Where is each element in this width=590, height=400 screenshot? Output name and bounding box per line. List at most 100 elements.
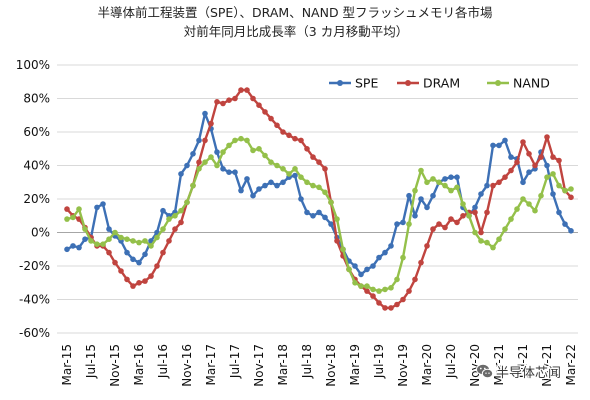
legend-swatch-marker: [337, 80, 343, 86]
dram-point: [454, 219, 460, 226]
spe-point: [304, 209, 310, 216]
dram-point: [430, 226, 436, 232]
nand-point: [556, 182, 562, 189]
series-spe: [64, 110, 574, 278]
dram-point: [214, 99, 220, 105]
nand-point: [238, 135, 244, 142]
legend-label: DRAM: [423, 76, 460, 91]
x-tick-label: Nov-20: [468, 344, 482, 387]
legend: SPE DRAM NAND: [329, 76, 550, 91]
nand-point: [142, 238, 148, 244]
nand-point: [442, 182, 448, 189]
spe-point: [70, 243, 76, 249]
spe-point: [274, 182, 280, 189]
dram-point: [256, 102, 262, 108]
spe-point: [232, 169, 238, 175]
spe-point: [124, 249, 130, 256]
dram-point: [550, 154, 556, 160]
dram-point: [268, 115, 274, 122]
nand-point: [382, 286, 388, 293]
spe-point: [394, 221, 400, 227]
nand-point: [430, 176, 436, 182]
watermark: 半导体芯闻: [476, 363, 562, 382]
dram-point: [136, 280, 142, 286]
nand-point: [184, 199, 190, 206]
spe-point: [430, 192, 436, 199]
spe-point: [226, 169, 232, 175]
dram-point: [490, 182, 496, 189]
spe-point: [358, 271, 364, 278]
nand-point: [214, 162, 220, 169]
spe-point: [328, 221, 334, 227]
dram-point: [478, 229, 484, 236]
spe-point: [424, 204, 430, 211]
dram-point: [112, 259, 118, 266]
nand-point: [502, 226, 508, 232]
dram-point: [460, 213, 466, 219]
nand-point: [562, 187, 568, 194]
nand-point: [148, 243, 154, 249]
y-tick-label: -20%: [19, 259, 50, 273]
spe-point: [478, 191, 484, 197]
nand-point: [322, 189, 328, 196]
spe-point: [418, 196, 424, 202]
nand-point: [436, 179, 442, 186]
nand-point: [394, 276, 400, 283]
dram-point: [178, 219, 184, 226]
nand-point: [310, 182, 316, 189]
dram-point: [238, 87, 244, 93]
legend-item-dram: DRAM: [397, 76, 460, 91]
spe-point: [82, 236, 88, 242]
dram-point: [406, 288, 412, 294]
dram-point: [250, 95, 256, 102]
spe-point: [490, 142, 496, 149]
x-tick-label: Jul-21: [516, 344, 530, 379]
watermark-text: 半导体芯闻: [496, 366, 561, 381]
nand-point: [316, 184, 322, 191]
legend-label: SPE: [355, 76, 378, 91]
nand-point: [418, 167, 424, 174]
nand-point: [88, 238, 94, 244]
spe-point: [508, 154, 514, 160]
spe-point: [196, 137, 202, 144]
nand-point: [274, 162, 280, 169]
spe-point: [178, 171, 184, 177]
dram-point: [424, 243, 430, 249]
nand-point: [166, 216, 172, 222]
x-tick-label: Nov-18: [324, 344, 338, 387]
dram-point: [376, 300, 382, 306]
spe-point: [106, 226, 112, 232]
spe-point: [448, 174, 454, 180]
dram-point: [274, 122, 280, 129]
spe-point: [568, 228, 574, 234]
nand-point: [82, 226, 88, 232]
x-tick-label: Mar-20: [420, 344, 434, 385]
nand-point: [460, 201, 466, 207]
dram-point: [382, 305, 388, 311]
dram-point: [148, 273, 154, 279]
spe-point: [484, 182, 490, 189]
x-tick-label: Nov-16: [180, 344, 194, 387]
y-tick-label: 100%: [16, 58, 50, 72]
nand-point: [370, 286, 376, 293]
dram-point: [196, 159, 202, 165]
spe-point: [550, 191, 556, 197]
dram-point: [322, 166, 328, 172]
nand-point: [346, 266, 352, 273]
dram-point: [286, 132, 292, 139]
spe-point: [370, 263, 376, 269]
spe-point: [454, 174, 460, 180]
spe-point: [136, 259, 142, 266]
dram-point: [232, 95, 238, 102]
spe-point: [262, 182, 268, 189]
nand-point: [178, 207, 184, 214]
dram-point: [556, 157, 562, 164]
spe-point: [298, 196, 304, 202]
y-tick-label: 20%: [23, 192, 50, 206]
dram-point: [154, 263, 160, 269]
legend-item-spe: SPE: [329, 76, 378, 91]
nand-point: [538, 192, 544, 199]
dram-point: [520, 139, 526, 145]
nand-point: [70, 214, 76, 221]
